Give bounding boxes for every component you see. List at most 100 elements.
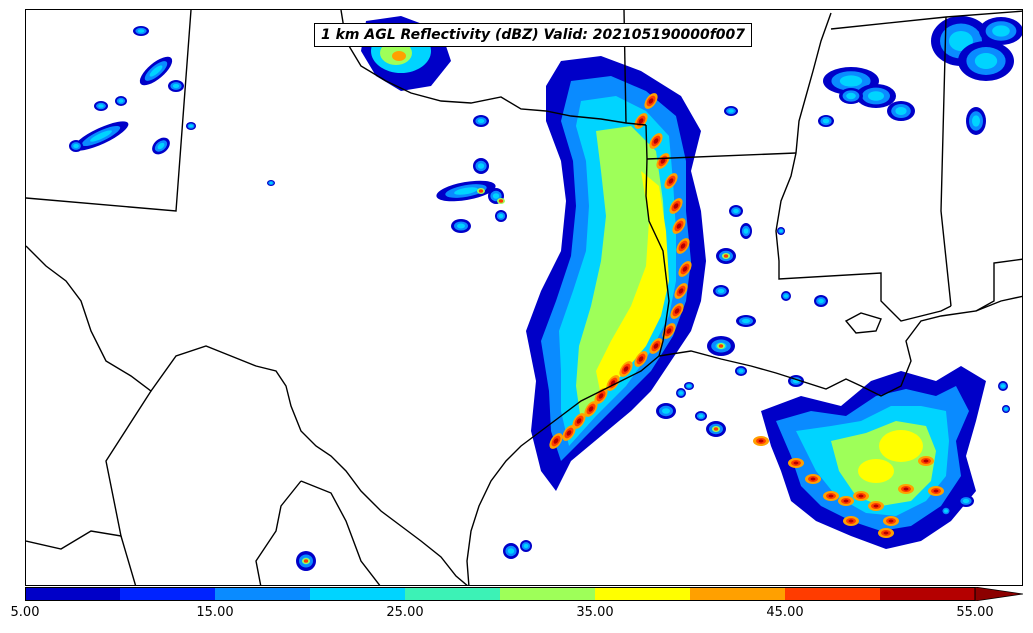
reflectivity-cell (623, 366, 629, 372)
reflectivity-cell (858, 494, 864, 498)
reflectivity-cell (679, 391, 683, 395)
reflectivity-cell (638, 118, 644, 124)
reflectivity-cell (728, 109, 734, 113)
reflectivity-cell (903, 487, 909, 491)
reflectivity-cell (492, 193, 500, 199)
reflectivity-cell (1004, 407, 1008, 411)
state-border-al-fl (975, 258, 1022, 312)
reflectivity-cell (687, 384, 691, 388)
reflectivity-cell (843, 499, 849, 503)
reflectivity-cell (588, 406, 594, 412)
state-border-nm-east (26, 10, 192, 212)
reflectivity-cell (742, 318, 750, 324)
reflectivity-cell (895, 107, 907, 115)
reflectivity-cell (784, 294, 788, 298)
reflectivity-cell (673, 203, 679, 209)
reflectivity-cell (779, 229, 783, 233)
reflectivity-cell (566, 430, 572, 436)
reflectivity-area (576, 126, 666, 421)
reflectivity-cell (972, 115, 980, 127)
state-border-mx-1 (26, 390, 152, 550)
reflectivity-cell (653, 138, 659, 144)
reflectivity-cell (553, 438, 559, 444)
reflectivity-cell (303, 559, 309, 563)
reflectivity-cell (933, 489, 939, 493)
reflectivity-cell (498, 213, 504, 219)
reflectivity-cell (962, 498, 970, 504)
reflectivity-cell (98, 104, 104, 108)
reflectivity-area (596, 171, 669, 396)
coastline-louisiana (658, 295, 1022, 397)
reflectivity-cell (653, 343, 659, 349)
state-border-mississippi (775, 12, 952, 322)
colorbar-bin (785, 587, 881, 601)
reflectivity-cell (507, 548, 515, 554)
reflectivity-cell (944, 509, 948, 513)
reflectivity-cell (949, 31, 973, 51)
reflectivity-cell (392, 51, 406, 61)
reflectivity-cell (682, 266, 688, 272)
state-border-mx-2 (120, 535, 137, 585)
reflectivity-cell (477, 118, 485, 124)
reflectivity-cell (638, 356, 644, 362)
reflectivity-cell (718, 344, 724, 348)
reflectivity-cell (172, 83, 180, 89)
reflectivity-cell (1001, 384, 1005, 388)
reflectivity-cell (846, 92, 856, 100)
reflectivity-cell (523, 543, 529, 549)
colorbar-tick-label: 5.00 (10, 605, 40, 620)
reflectivity-cell (974, 53, 998, 69)
reflectivity-cell (992, 25, 1010, 37)
reflectivity-cell (858, 459, 894, 483)
reflectivity-cell (73, 143, 79, 149)
state-border-mx-3 (300, 480, 381, 585)
reflectivity-cell (868, 91, 884, 101)
colorbar-outline (25, 587, 976, 601)
map-panel: 1 km AGL Reflectivity (dBZ) Valid: 20210… (25, 9, 1023, 586)
lake-pontchartrain (844, 312, 882, 334)
reflectivity-cell (717, 288, 725, 294)
reflectivity-cell (828, 494, 834, 498)
reflectivity-cell (713, 427, 719, 431)
reflectivity-cell (738, 369, 744, 373)
reflectivity-cell (733, 208, 739, 214)
reflectivity-cell (149, 65, 163, 77)
reflectivity-cell (477, 163, 485, 169)
reflectivity-cell (923, 459, 929, 463)
reflectivity-cell (839, 75, 863, 87)
reflectivity-cell (888, 519, 894, 523)
reflectivity-field (69, 16, 1022, 571)
reflectivity-cell (822, 118, 830, 124)
political-boundaries (26, 10, 1022, 585)
colorbar-tick-label: 55.00 (956, 605, 994, 620)
reflectivity-cell (698, 414, 704, 418)
state-border-mx-4 (255, 480, 302, 585)
reflectivity-cell (818, 298, 824, 304)
reflectivity-cell (157, 142, 165, 150)
reflectivity-cell (189, 124, 193, 128)
colorbar-tick-label: 25.00 (386, 605, 424, 620)
colorbar-bin (405, 587, 501, 601)
colorbar-bin (120, 587, 216, 601)
reflectivity-map (26, 10, 1022, 585)
reflectivity-cell (879, 430, 923, 462)
colorbar-tick-label: 15.00 (196, 605, 234, 620)
colorbar-bin (880, 587, 976, 601)
reflectivity-cell (454, 187, 478, 195)
reflectivity-cell (666, 328, 672, 334)
border-us-mexico (26, 245, 468, 585)
colorbar-bin (310, 587, 406, 601)
reflectivity-cell (598, 393, 604, 399)
state-border-tn (830, 10, 1022, 30)
state-border-ar-la (646, 152, 797, 160)
state-border-ms-al (940, 16, 952, 307)
reflectivity-cell (793, 461, 799, 465)
reflectivity-cell (660, 158, 666, 164)
reflectivity-cell (873, 504, 879, 508)
reflectivity-cell (758, 439, 764, 443)
colorbar-extend-arrow (974, 587, 1023, 601)
reflectivity-cell (137, 29, 145, 33)
reflectivity-cell (269, 181, 273, 185)
reflectivity-cell (90, 130, 112, 142)
coastline-texas (466, 355, 660, 585)
